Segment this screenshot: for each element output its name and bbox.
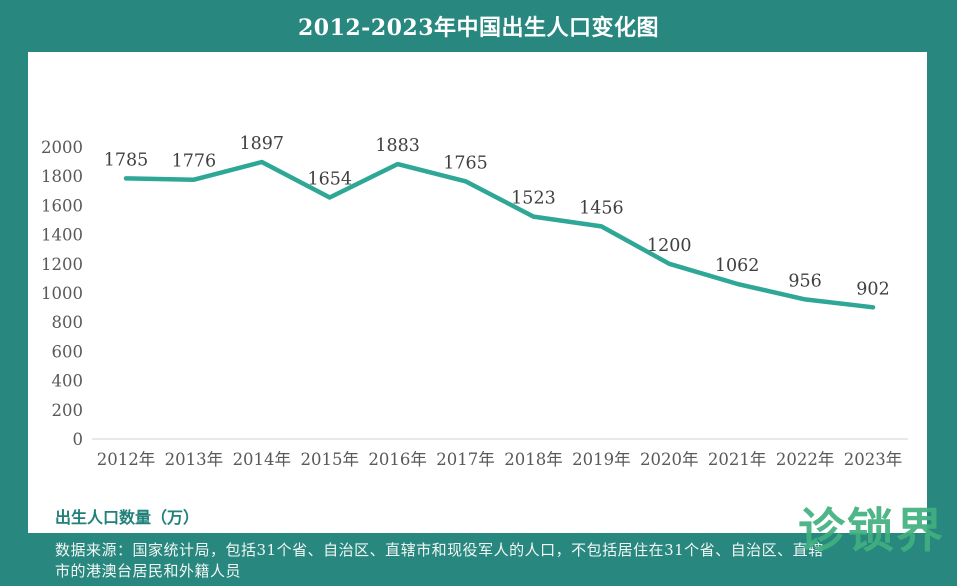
x-axis-tick-label: 2019年 (572, 450, 631, 469)
x-axis-tick-label: 2012年 (97, 450, 156, 469)
y-axis-tick-label: 1000 (41, 284, 83, 303)
x-axis-tick-label: 2013年 (165, 450, 224, 469)
chart-card: 0 200 400 600 800 1000 1200 1400 1600 1800 2000 201… (28, 52, 927, 533)
data-label: 1523 (511, 189, 556, 209)
y-axis-tick-label: 1400 (41, 226, 83, 245)
y-axis-tick-label: 1200 (41, 255, 83, 274)
y-axis-tick-label: 200 (52, 401, 84, 420)
data-label: 1897 (240, 134, 285, 154)
y-axis-tick-label: 0 (73, 430, 84, 449)
data-label: 1654 (307, 170, 352, 190)
watermark-logo: 诊锁界 (798, 504, 945, 559)
x-axis-tick-label: 2016年 (368, 450, 427, 469)
x-axis-tick-label: 2022年 (776, 450, 835, 469)
data-label: 1062 (715, 256, 760, 276)
header-bar: 2012-2023年中国出生人口变化图 (0, 0, 957, 52)
data-label: 956 (788, 271, 821, 291)
data-label: 902 (856, 279, 889, 299)
series-caption: 出生人口数量（万） (55, 508, 200, 527)
data-label: 1200 (647, 236, 692, 256)
x-axis-tick-label: 2017年 (436, 450, 495, 469)
y-axis-tick-label: 800 (52, 313, 84, 332)
data-label: 1765 (443, 153, 488, 173)
x-axis-tick-label: 2023年 (844, 450, 903, 469)
y-axis-tick-label: 400 (52, 372, 84, 391)
page-title: 2012-2023年中国出生人口变化图 (297, 15, 660, 41)
y-axis-tick-label: 2000 (41, 138, 83, 157)
x-axis-tick-label: 2018年 (504, 450, 563, 469)
birth-population-line-chart: 0 200 400 600 800 1000 1200 1400 1600 1800 2000 201… (41, 134, 908, 469)
y-axis-tick-label: 600 (52, 342, 84, 361)
x-axis-tick-label: 2021年 (708, 450, 767, 469)
y-axis-tick-label: 1600 (41, 196, 83, 215)
data-label: 1883 (375, 136, 420, 156)
x-axis-tick-label: 2020年 (640, 450, 699, 469)
data-source-note-line1: 数据来源：国家统计局，包括31个省、自治区、直辖市和现役军人的人口，不包括居住在… (55, 541, 824, 559)
data-label: 1776 (172, 152, 217, 172)
data-label: 1785 (104, 150, 149, 170)
data-label: 1456 (579, 198, 624, 218)
x-axis-tick-label: 2014年 (233, 450, 292, 469)
data-source-note-line2: 市的港澳台居民和外籍人员 (55, 562, 242, 580)
y-axis-tick-label: 1800 (41, 167, 83, 186)
footer-bar: 数据来源：国家统计局，包括31个省、自治区、直辖市和现役军人的人口，不包括居住在… (0, 533, 957, 586)
x-axis-tick-label: 2015年 (300, 450, 359, 469)
birth-population-line (123, 159, 876, 310)
